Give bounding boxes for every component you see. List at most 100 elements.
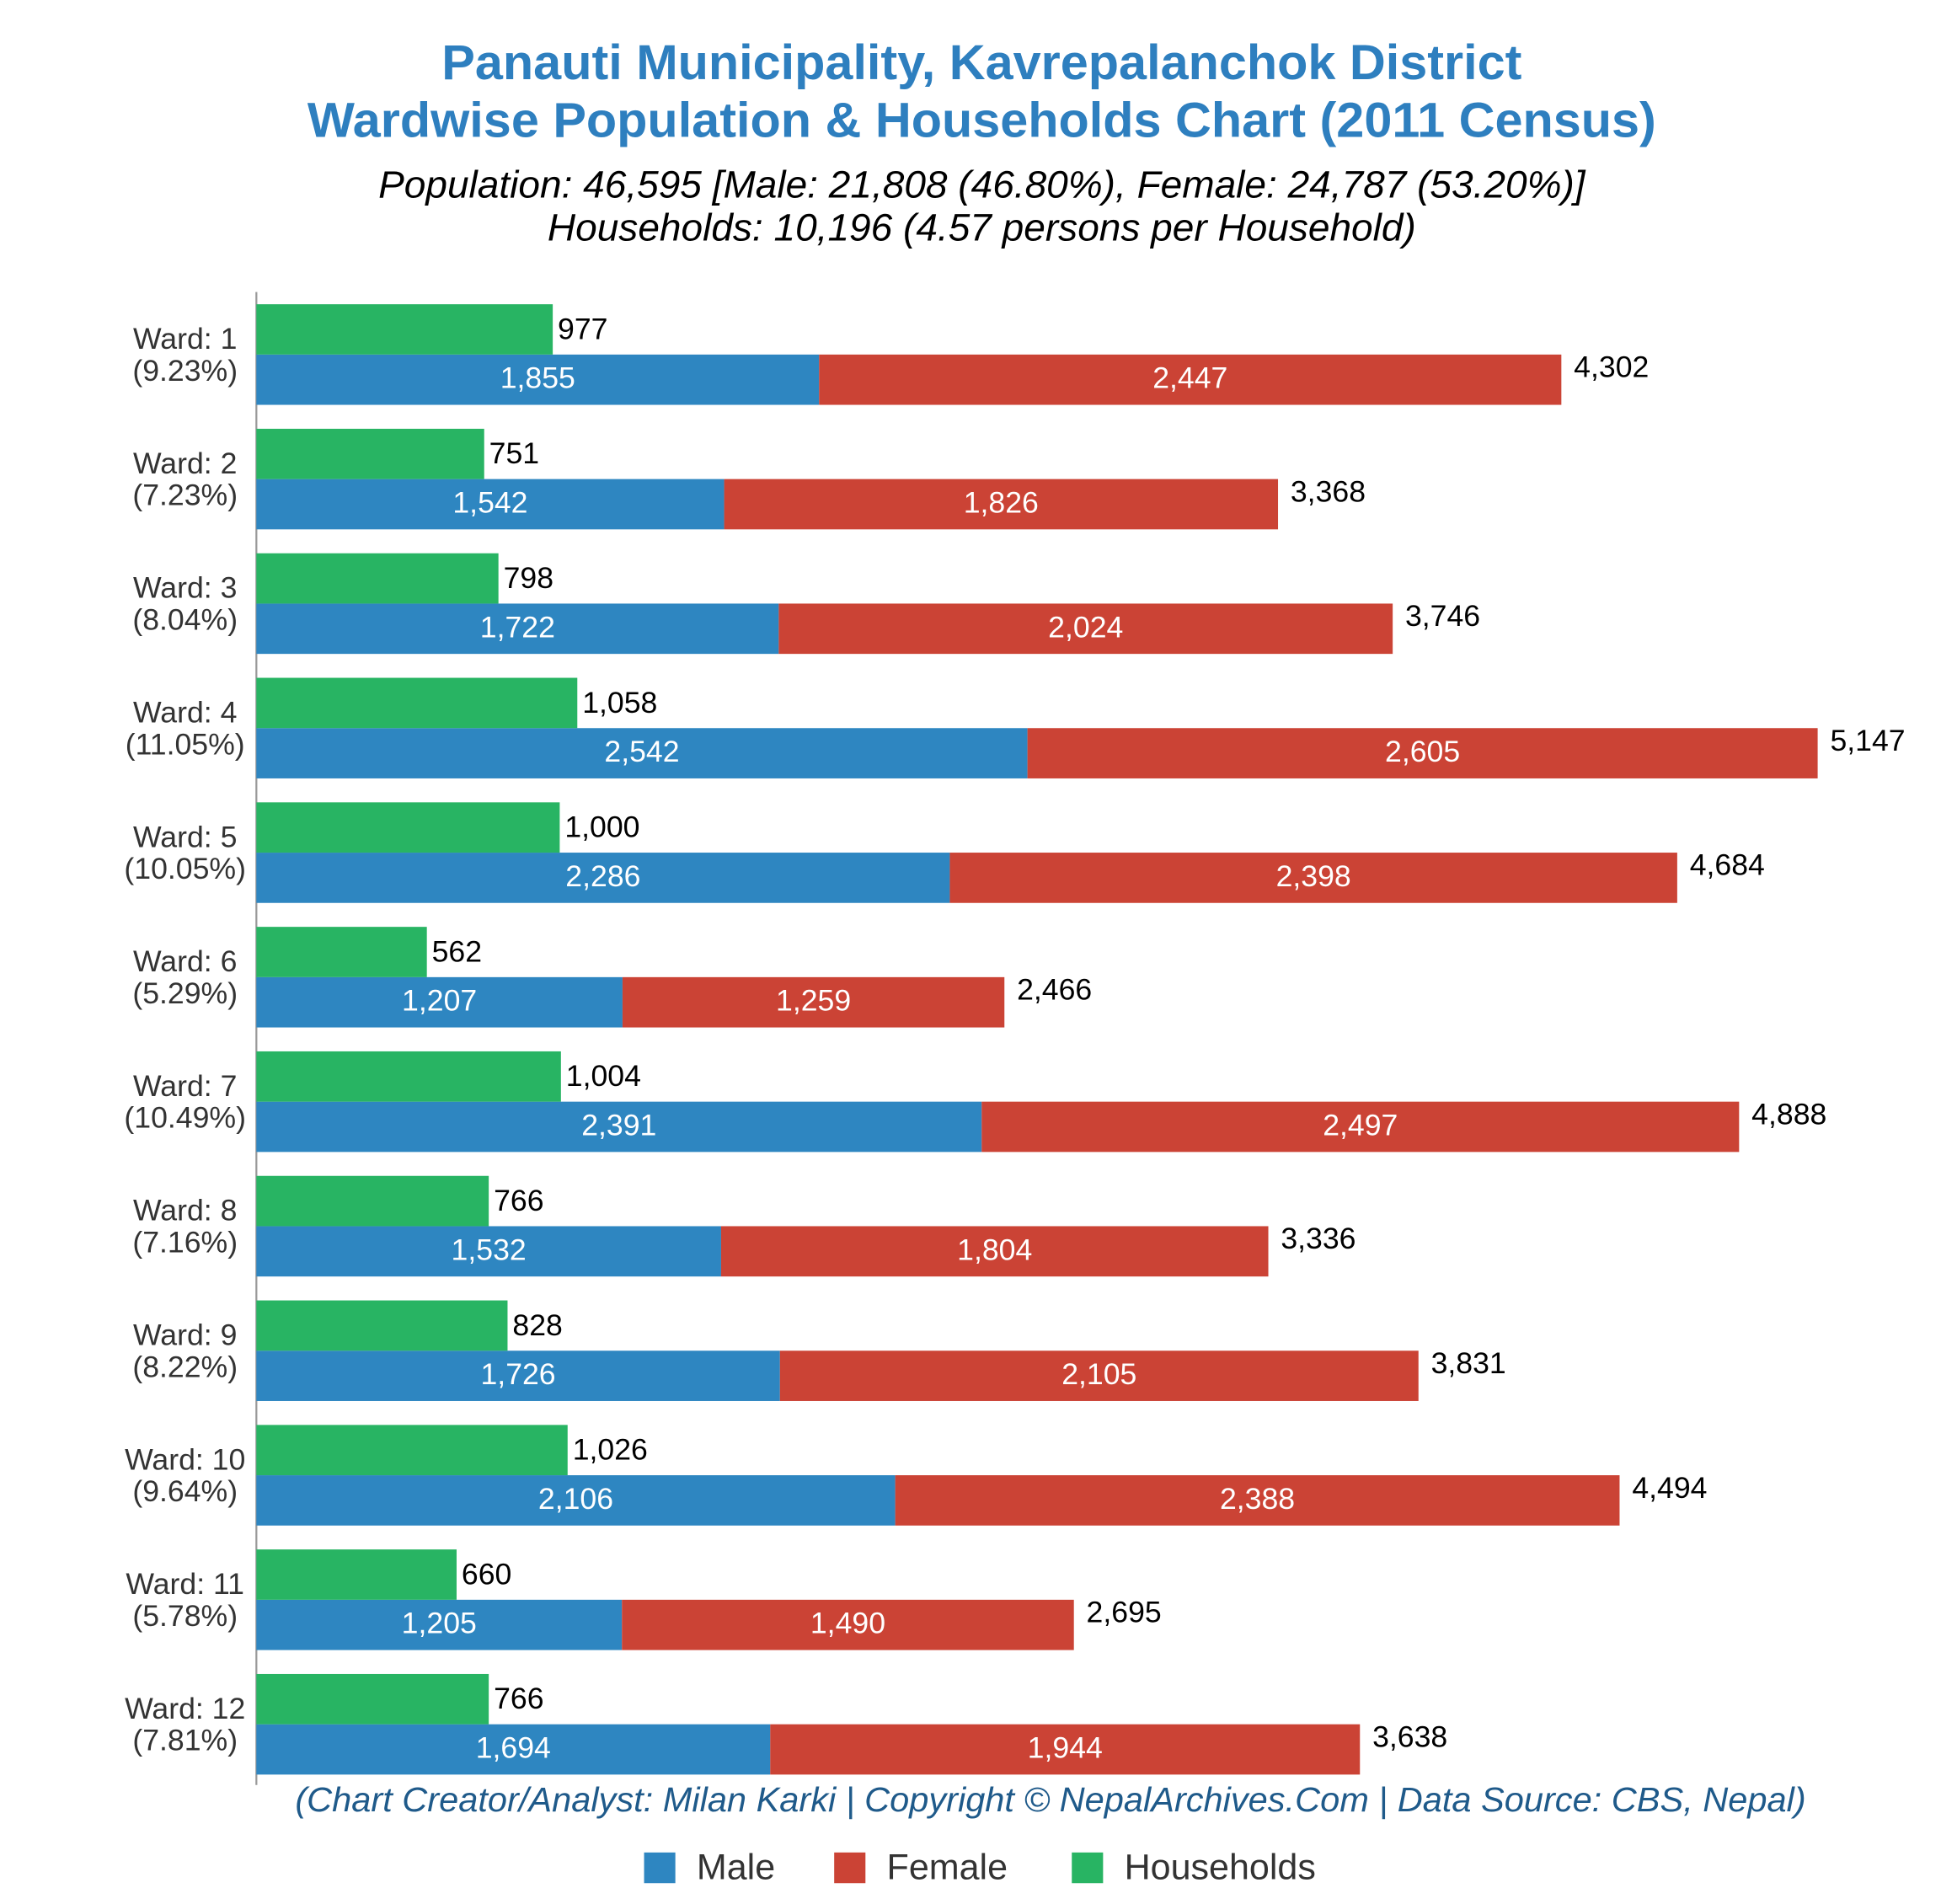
total-label: 3,368 [1291,476,1366,509]
population-bar [256,1724,771,1775]
data-label: 1,259 [776,985,851,1018]
data-label: 1,004 [566,1061,641,1094]
total-label: 4,302 [1574,351,1649,384]
households-bar [256,428,484,479]
total-label: 3,831 [1431,1347,1506,1380]
data-label: 1,542 [452,487,527,520]
total-label: 3,638 [1372,1721,1447,1754]
population-bar [622,976,1005,1028]
population-bar [779,1350,1419,1401]
population-bar [256,728,1028,778]
data-label: 828 [512,1309,562,1342]
population-bar [724,479,1279,530]
y-tick-label: (7.23%) [132,479,238,512]
data-label: 660 [462,1559,511,1591]
y-tick-label: Ward: 4 [133,697,237,730]
y-tick-label: Ward: 6 [133,945,237,978]
y-tick-label: Ward: 10 [125,1444,245,1477]
y-tick-label: (7.16%) [132,1227,238,1260]
population-bar [256,1350,780,1401]
y-tick-label: Ward: 1 [133,323,237,356]
y-tick-label: Ward: 9 [133,1319,237,1352]
data-label: 562 [432,936,482,969]
data-label: 1,000 [564,811,639,844]
y-tick-label: Ward: 2 [133,447,237,480]
population-bar [256,603,779,655]
data-label: 751 [489,438,539,471]
legend-label: Female [887,1848,1008,1888]
legend-swatch [834,1852,866,1884]
households-bar [256,1425,568,1476]
total-label: 4,888 [1751,1099,1826,1131]
households-bar [256,1175,489,1227]
total-label: 4,494 [1632,1472,1707,1505]
y-tick-label: (8.22%) [132,1351,238,1384]
data-label: 1,490 [810,1607,885,1640]
data-label: 798 [504,562,553,595]
chart-subtitle: Households: 10,196 (4.57 persons per Hou… [548,206,1416,249]
data-label: 2,391 [581,1110,656,1142]
data-label: 2,106 [538,1483,613,1516]
data-label: 1,826 [964,487,1039,520]
chart-title: Panauti Municipality, Kavrepalanchok Dis… [441,36,1521,90]
households-bar [256,1300,508,1351]
households-bar [256,1051,561,1102]
data-label: 2,447 [1152,362,1227,395]
y-tick-label: Ward: 3 [133,572,237,605]
population-bar [256,1226,721,1277]
data-label: 1,205 [402,1607,477,1640]
households-bar [256,927,427,977]
population-bar [256,354,820,405]
legend: Male Female Households [644,1848,1316,1888]
data-label: 766 [494,1683,543,1716]
data-label: 1,026 [573,1434,648,1467]
y-tick-label: (8.04%) [132,604,238,637]
population-bar [622,1599,1074,1650]
data-label: 2,388 [1220,1483,1295,1516]
population-bar [256,1475,896,1526]
y-tick-label: (7.81%) [132,1725,238,1757]
data-label: 1,532 [452,1234,527,1267]
data-label: 1,722 [480,612,555,644]
y-tick-label: Ward: 8 [133,1195,237,1227]
y-tick-label: (11.05%) [126,729,245,762]
data-label: 1,726 [480,1358,555,1391]
legend-swatch [1072,1852,1104,1884]
data-label: 2,605 [1385,735,1460,768]
y-tick-label: Ward: 5 [133,821,237,854]
data-label: 1,855 [500,362,575,395]
y-tick-label: Ward: 7 [133,1070,237,1103]
y-tick-label: (5.78%) [132,1600,238,1633]
population-bar [256,479,725,530]
y-tick-label: (10.49%) [124,1102,246,1135]
footer: (Chart Creator/Analyst: Milan Karki | Co… [295,1780,1805,1819]
chart-subtitle: Population: 46,595 [Male: 21,808 (46.80%… [378,163,1586,206]
y-tick-label: Ward: 12 [125,1693,245,1725]
legend-label: Households [1125,1848,1316,1888]
y-tick-label: (5.29%) [132,977,238,1010]
total-label: 2,695 [1087,1596,1162,1629]
households-bar [256,1673,489,1725]
population-bar [949,853,1677,903]
population-bar [256,853,950,903]
total-label: 4,684 [1690,849,1765,882]
households-bar [256,304,553,355]
population-bar [981,1101,1740,1153]
population-bar [819,354,1562,405]
population-bar [256,1101,982,1153]
y-tick-label: (10.05%) [124,853,246,885]
population-bar [256,976,623,1028]
total-label: 3,336 [1281,1222,1355,1255]
households-bar [256,553,499,604]
data-label: 2,286 [565,860,640,893]
data-label: 766 [494,1185,543,1217]
data-label: 2,024 [1048,612,1123,644]
legend-swatch [644,1852,676,1884]
households-bar [256,802,560,853]
chart-title: Wardwise Population & Households Chart (… [307,94,1656,147]
y-tick-label: (9.23%) [132,355,238,388]
data-label: 1,207 [402,985,477,1018]
data-label: 2,542 [604,735,679,768]
data-label: 2,497 [1323,1110,1398,1142]
